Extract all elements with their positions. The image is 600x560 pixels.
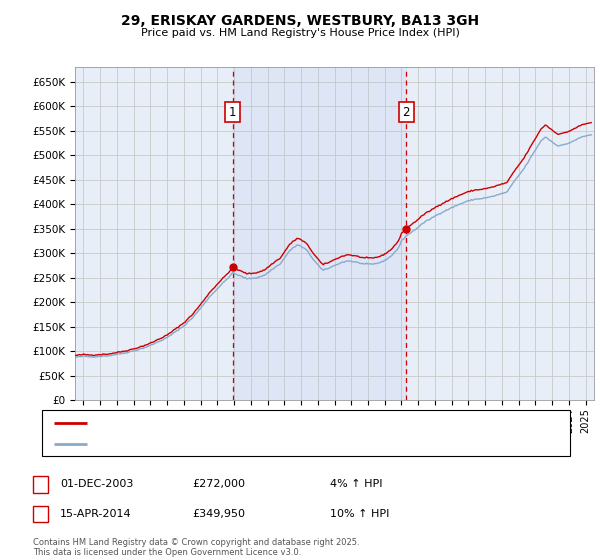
Text: 01-DEC-2003: 01-DEC-2003 — [60, 479, 133, 489]
Text: HPI: Average price, detached house, Wiltshire: HPI: Average price, detached house, Wilt… — [91, 438, 330, 449]
Text: 4% ↑ HPI: 4% ↑ HPI — [330, 479, 383, 489]
Text: 15-APR-2014: 15-APR-2014 — [60, 509, 131, 519]
Text: 1: 1 — [37, 478, 44, 491]
Text: 10% ↑ HPI: 10% ↑ HPI — [330, 509, 389, 519]
Text: 2: 2 — [37, 507, 44, 521]
Text: 29, ERISKAY GARDENS, WESTBURY, BA13 3GH: 29, ERISKAY GARDENS, WESTBURY, BA13 3GH — [121, 14, 479, 28]
Text: £272,000: £272,000 — [192, 479, 245, 489]
Text: £349,950: £349,950 — [192, 509, 245, 519]
Text: 1: 1 — [229, 106, 236, 119]
Text: 29, ERISKAY GARDENS, WESTBURY, BA13 3GH (detached house): 29, ERISKAY GARDENS, WESTBURY, BA13 3GH … — [91, 418, 427, 428]
Bar — [233, 67, 406, 400]
Text: Contains HM Land Registry data © Crown copyright and database right 2025.
This d: Contains HM Land Registry data © Crown c… — [33, 538, 359, 557]
Text: 2: 2 — [403, 106, 410, 119]
Text: Price paid vs. HM Land Registry's House Price Index (HPI): Price paid vs. HM Land Registry's House … — [140, 28, 460, 38]
